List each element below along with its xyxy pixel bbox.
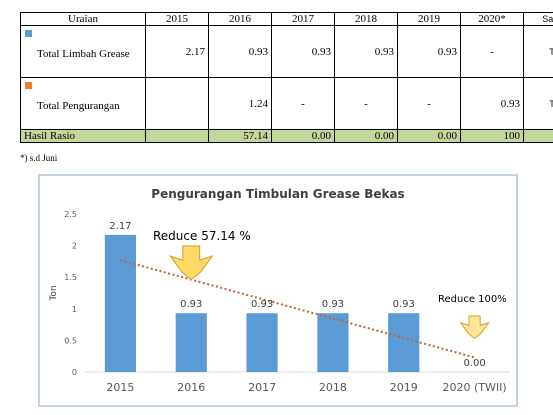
column-header: 2016 — [208, 12, 272, 26]
category-label: 2017 — [248, 381, 276, 394]
table-cell: 0.93 — [397, 25, 461, 78]
category-label: 2020 (TWII) — [442, 381, 506, 394]
table-cell: 0.93 — [271, 25, 335, 78]
table-cell — [145, 77, 209, 130]
down-arrow-icon — [459, 315, 490, 340]
annotation-text: Reduce 100% — [438, 294, 507, 305]
down-arrow-icon — [168, 245, 214, 281]
bar-chart: Pengurangan Timbulan Grease Bekas Ton 0 0.5… — [49, 187, 510, 394]
ratio-cell: 57.14 — [208, 129, 272, 143]
y-axis-label: Ton — [49, 285, 59, 301]
y-tick-label: 2 — [72, 242, 77, 251]
column-header: 2015 — [145, 12, 209, 26]
y-tick-label: 0.5 — [64, 336, 77, 345]
data-label: 2.17 — [109, 221, 131, 232]
unit-cell: Ton — [523, 77, 553, 130]
row-label-cell: Total Pengurangan — [20, 77, 146, 130]
row-label-cell: Total Limbah Grease — [20, 25, 146, 78]
annotation-text: Reduce 57.14 % — [153, 229, 251, 243]
data-label: 0.93 — [180, 299, 202, 310]
table-cell: 1.24 — [208, 77, 272, 130]
row-label: Total Limbah Grease — [37, 48, 130, 60]
legend-swatch — [25, 82, 32, 89]
bar — [388, 313, 420, 372]
y-tick-label: 1.5 — [64, 273, 77, 282]
legend-swatch — [25, 30, 32, 37]
column-header: Satuan — [523, 12, 553, 26]
column-header: 2018 — [334, 12, 398, 26]
data-label: 0.93 — [393, 299, 415, 310]
table-cell: 0.93 — [334, 25, 398, 78]
column-header: Uraian — [20, 12, 146, 26]
category-label: 2019 — [390, 381, 418, 394]
table-cell: 2.17 — [145, 25, 209, 78]
chart-container: Pengurangan Timbulan Grease Bekas Ton 0 0.5… — [38, 174, 518, 407]
table-cell: 0.93 — [208, 25, 272, 78]
ratio-cell: 0.00 — [271, 129, 335, 143]
ratio-cell — [145, 129, 209, 143]
table-cell: - — [271, 77, 335, 130]
ratio-cell: 0.00 — [334, 129, 398, 143]
column-header: 2020* — [460, 12, 524, 26]
table-cell: - — [397, 77, 461, 130]
data-label: 0.00 — [463, 358, 485, 369]
y-tick-label: 2.5 — [64, 210, 77, 219]
chart-title: Pengurangan Timbulan Grease Bekas — [151, 187, 404, 201]
unit-cell: Ton — [523, 25, 553, 78]
ratio-cell: 100 — [460, 129, 524, 143]
y-tick-label: 0 — [72, 368, 77, 377]
table-cell: - — [460, 25, 524, 78]
trendline — [120, 259, 475, 359]
bar — [175, 313, 207, 372]
category-label: 2016 — [177, 381, 205, 394]
bar — [104, 234, 136, 372]
ratio-unit-cell: % — [523, 129, 553, 143]
ratio-cell: 0.00 — [397, 129, 461, 143]
bar — [317, 313, 349, 372]
table-row: Total Limbah Grease 2.17 0.93 0.93 0.93 0.93-… — [20, 25, 553, 78]
data-label: 0.93 — [251, 299, 273, 310]
category-label: 2018 — [319, 381, 347, 394]
table-cell: 0.93 — [460, 77, 524, 130]
bar — [246, 313, 278, 372]
y-tick-label: 1 — [72, 305, 77, 314]
column-header: 2019 — [397, 12, 461, 26]
category-label: 2015 — [106, 381, 134, 394]
footnote: *) s.d Juni — [20, 153, 58, 163]
column-header: 2017 — [271, 12, 335, 26]
ratio-label: Hasil Rasio — [20, 129, 146, 143]
table-cell: - — [334, 77, 398, 130]
data-label: 0.93 — [322, 299, 344, 310]
row-label: Total Pengurangan — [37, 100, 120, 112]
